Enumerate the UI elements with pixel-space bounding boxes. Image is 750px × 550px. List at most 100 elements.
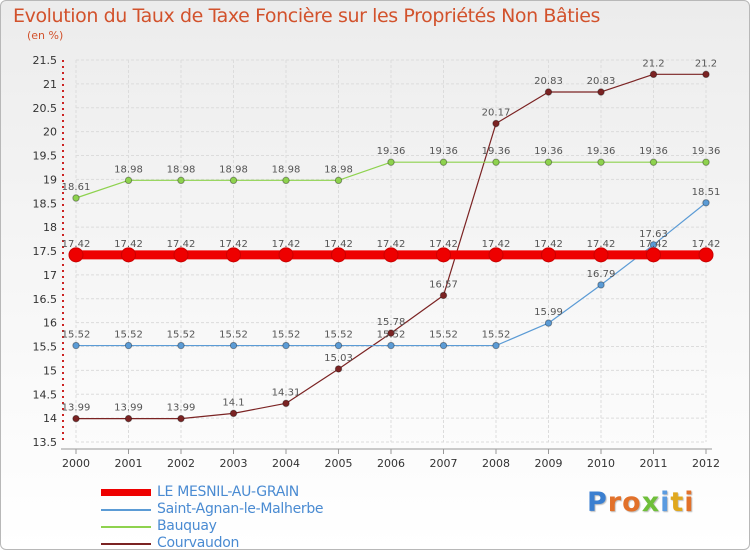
x-tick-label: 2010	[587, 457, 615, 470]
brand-letter: x	[641, 487, 661, 518]
data-label-2: 18.98	[272, 164, 301, 175]
data-label-1: 15.52	[167, 330, 196, 341]
data-label-2: 19.36	[377, 146, 406, 157]
data-label-2: 19.36	[639, 146, 668, 157]
data-point-0	[541, 247, 556, 263]
brand-letter: o	[622, 487, 642, 518]
data-label-3: 20.83	[587, 76, 616, 87]
data-label-3: 13.99	[114, 403, 143, 414]
legend-label: Courvaudon	[157, 535, 240, 550]
data-point-1	[72, 341, 80, 350]
data-label-0: 17.42	[219, 239, 248, 250]
data-point-1	[229, 341, 238, 350]
data-point-1	[702, 199, 710, 207]
data-label-3: 21.2	[695, 58, 717, 69]
data-point-0	[331, 247, 346, 263]
data-point-3	[439, 291, 448, 300]
brand-letter: i	[660, 487, 671, 518]
y-tick-label: 13.5	[33, 436, 58, 449]
data-point-0	[698, 247, 714, 263]
data-label-1: 17.63	[639, 229, 668, 240]
data-label-3: 13.99	[167, 403, 196, 414]
y-tick-label: 17.5	[33, 245, 58, 258]
data-point-2	[439, 158, 448, 166]
data-label-2: 19.36	[587, 146, 616, 157]
x-tick-label: 2003	[220, 457, 248, 470]
data-point-3	[72, 414, 80, 423]
data-point-3	[544, 88, 553, 96]
data-label-3: 15.78	[377, 317, 406, 328]
data-point-0	[488, 247, 504, 263]
data-point-2	[387, 158, 395, 166]
data-label-0: 17.42	[639, 239, 668, 250]
data-label-1: 15.52	[62, 330, 91, 341]
legend-swatch-bauquay	[101, 526, 151, 528]
y-tick-label: 18	[43, 221, 57, 234]
x-tick-label: 2005	[325, 457, 353, 470]
y-tick-label: 20.5	[33, 102, 58, 115]
data-point-1	[387, 341, 395, 350]
legend-swatch-saint-agnan	[101, 509, 151, 511]
data-point-3	[334, 365, 343, 373]
data-point-3	[702, 70, 710, 79]
legend-label: Saint-Agnan-le-Malherbe	[157, 501, 324, 517]
data-point-2	[334, 176, 343, 185]
data-label-0: 17.42	[272, 239, 301, 250]
x-tick-label: 2002	[167, 457, 195, 470]
chart-title: Evolution du Taux de Taxe Foncière sur l…	[13, 5, 601, 27]
y-tick-label: 21	[43, 78, 57, 91]
y-tick-label: 14	[43, 412, 57, 425]
data-label-2: 19.36	[692, 146, 721, 157]
data-label-2: 18.98	[114, 164, 143, 175]
legend-swatch-le-mesnil	[101, 489, 151, 496]
legend-swatch-courvaudon	[101, 543, 151, 545]
x-tick-label: 2004	[272, 457, 300, 470]
data-label-3: 14.31	[272, 387, 301, 398]
data-label-1: 15.99	[534, 307, 563, 318]
data-point-3	[282, 399, 290, 408]
data-point-1	[177, 341, 185, 350]
data-point-2	[702, 158, 710, 166]
data-point-2	[72, 194, 80, 202]
data-point-0	[383, 247, 399, 263]
legend-label: LE MESNIL-AU-GRAIN	[157, 484, 299, 500]
data-label-1: 16.79	[587, 269, 616, 280]
data-label-1: 15.52	[324, 330, 353, 341]
data-label-3: 20.17	[482, 108, 511, 119]
data-point-2	[229, 176, 238, 185]
data-point-2	[492, 158, 500, 166]
y-axis-unit-label: (en %)	[27, 29, 64, 42]
data-point-3	[492, 119, 500, 128]
data-point-2	[177, 176, 185, 185]
data-label-0: 17.42	[114, 239, 143, 250]
y-tick-label: 16	[43, 317, 57, 330]
y-tick-label: 15	[43, 364, 57, 377]
data-point-2	[282, 176, 290, 185]
data-point-0	[68, 247, 84, 263]
data-label-0: 17.42	[167, 239, 196, 250]
x-tick-label: 2007	[430, 457, 458, 470]
data-label-1: 15.52	[272, 330, 301, 341]
data-point-0	[121, 247, 136, 263]
data-label-3: 16.57	[429, 279, 458, 290]
data-label-2: 19.36	[482, 146, 511, 157]
data-label-1: 15.52	[429, 330, 458, 341]
data-point-3	[649, 70, 658, 79]
y-tick-label: 16.5	[33, 293, 58, 306]
data-label-0: 17.42	[324, 239, 353, 250]
data-label-0: 17.42	[377, 239, 406, 250]
data-point-3	[177, 414, 185, 423]
legend-label: Bauquay	[157, 518, 217, 534]
data-point-2	[649, 158, 658, 166]
data-label-2: 18.98	[219, 164, 248, 175]
x-tick-label: 2011	[640, 457, 668, 470]
x-tick-label: 2006	[377, 457, 405, 470]
data-label-1: 15.52	[377, 330, 406, 341]
data-point-0	[593, 247, 609, 263]
data-label-1: 15.52	[482, 330, 511, 341]
data-label-1: 15.52	[219, 330, 248, 341]
data-point-0	[436, 247, 451, 263]
x-tick-label: 2009	[535, 457, 563, 470]
